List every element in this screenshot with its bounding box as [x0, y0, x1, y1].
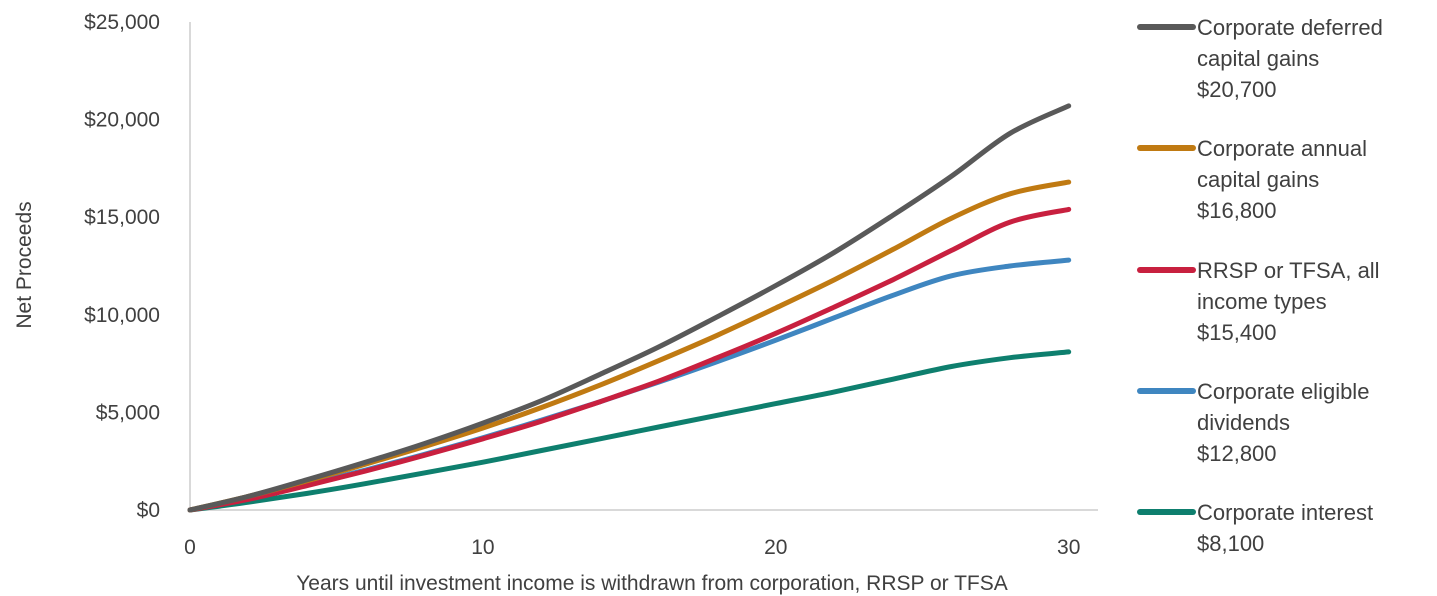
legend-label: $20,700 [1197, 77, 1277, 102]
legend-label: capital gains [1197, 46, 1319, 71]
legend-label: $8,100 [1197, 531, 1264, 556]
y-tick-label: $25,000 [84, 11, 160, 34]
x-tick-label: 30 [1057, 536, 1080, 559]
legend-label: Corporate eligible [1197, 379, 1369, 404]
legend-label: $15,400 [1197, 320, 1277, 345]
legend-label: Corporate annual [1197, 136, 1367, 161]
legend-item-corporate-eligible-dividends: Corporate eligible dividends $12,800 [1137, 379, 1369, 466]
x-tick-labels: 0 10 20 30 [184, 536, 1080, 559]
series-lines [187, 103, 1072, 513]
y-tick-label: $15,000 [84, 206, 160, 229]
legend-label: income types [1197, 289, 1327, 314]
legend-item-corporate-annual-capital-gains: Corporate annual capital gains $16,800 [1137, 136, 1367, 223]
x-axis-title: Years until investment income is withdra… [296, 572, 1008, 595]
legend-item-corporate-interest: Corporate interest $8,100 [1137, 500, 1373, 556]
y-tick-label: $0 [137, 499, 160, 522]
legend-label: $16,800 [1197, 198, 1277, 223]
legend-item-rrsp-or-tfsa-all-income-types: RRSP or TFSA, all income types $15,400 [1137, 258, 1380, 345]
legend-label: dividends [1197, 410, 1290, 435]
legend-label: capital gains [1197, 167, 1319, 192]
series-line-corporate-interest [187, 349, 1072, 513]
legend-label: RRSP or TFSA, all [1197, 258, 1380, 283]
x-tick-label: 20 [764, 536, 787, 559]
legend-label: Corporate deferred [1197, 15, 1383, 40]
legend-label: $12,800 [1197, 441, 1277, 466]
series-line-corporate-deferred-capital-gains [187, 103, 1072, 513]
y-tick-label: $5,000 [96, 401, 160, 424]
legend-item-corporate-deferred-capital-gains: Corporate deferred capital gains $20,700 [1137, 15, 1383, 102]
y-tick-label: $10,000 [84, 304, 160, 327]
x-tick-label: 10 [471, 536, 494, 559]
series-line-rrsp-or-tfsa-all-income-types [187, 206, 1072, 513]
y-tick-label: $20,000 [84, 109, 160, 132]
y-tick-labels: $0 $5,000 $10,000 $15,000 $20,000 $25,000 [84, 11, 160, 522]
x-tick-label: 0 [184, 536, 196, 559]
series-line-corporate-annual-capital-gains [187, 179, 1072, 513]
legend-label: Corporate interest [1197, 500, 1373, 525]
series-line-corporate-eligible-dividends [187, 257, 1072, 513]
y-axis-title: Net Proceeds [13, 201, 36, 328]
